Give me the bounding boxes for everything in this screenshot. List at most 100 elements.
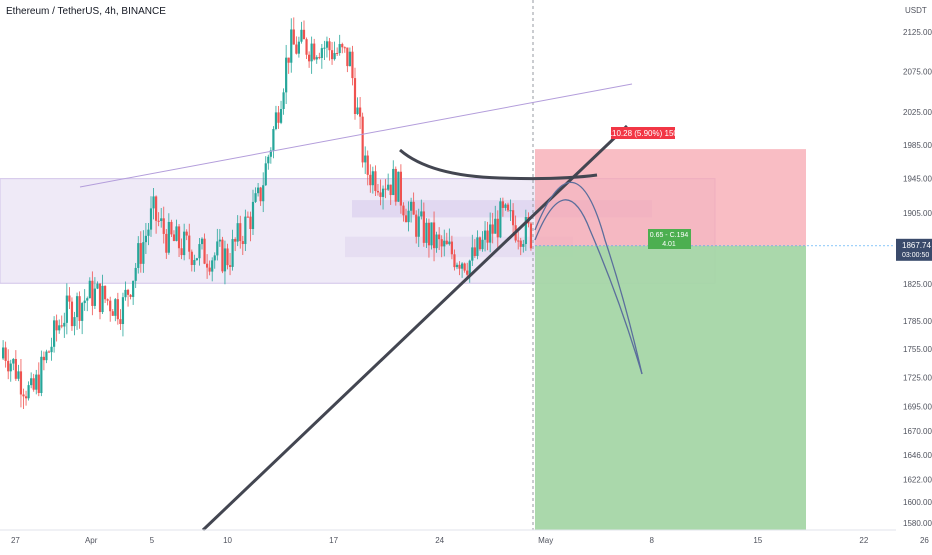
candle-body: [75, 296, 79, 318]
x-tick-label: 15: [753, 536, 762, 545]
candle-body: [254, 193, 257, 202]
candle-body: [300, 29, 303, 42]
projection-path-1: [534, 181, 643, 375]
candle-body: [83, 300, 86, 304]
candle-body: [295, 44, 298, 54]
candle-body: [481, 239, 484, 250]
candle-body: [425, 222, 428, 243]
candle-body: [506, 204, 510, 211]
candle-body: [381, 188, 385, 197]
candle-body: [496, 218, 499, 238]
candle-body: [262, 185, 265, 202]
candle-body: [65, 295, 68, 323]
candle-body: [203, 238, 206, 264]
candle-body: [461, 263, 464, 269]
candle-body: [512, 210, 515, 226]
candle-body: [392, 168, 395, 196]
candle-body: [427, 222, 431, 246]
candle-body: [404, 215, 408, 223]
candle-body: [119, 319, 122, 325]
y-tick-label: 2025.00: [903, 108, 932, 117]
candle-body: [19, 371, 23, 395]
candle-body: [249, 216, 252, 230]
candle-body: [223, 248, 227, 272]
candle-body: [190, 251, 193, 265]
candle-body: [264, 163, 267, 186]
candle-body: [325, 41, 329, 48]
candle-body: [7, 360, 10, 372]
candle-body: [9, 363, 12, 372]
candle-body: [343, 47, 346, 49]
candle-body: [58, 325, 61, 331]
candle-body: [73, 317, 76, 327]
stop-label: 110.28 (5.90%) 150: [608, 129, 678, 138]
candle-body: [241, 241, 244, 245]
candle-body: [32, 378, 35, 390]
candle-body: [195, 258, 198, 261]
candle-body: [313, 43, 316, 60]
candle-body: [353, 78, 357, 115]
x-tick-label: May: [538, 536, 553, 545]
candle-body: [111, 311, 114, 316]
candle-body: [417, 216, 420, 237]
candle-body: [359, 107, 362, 117]
candle-body: [394, 168, 397, 202]
y-tick-label: 1945.00: [903, 175, 932, 184]
candle-body: [86, 298, 89, 301]
candle-body: [432, 222, 436, 249]
candle-body: [463, 263, 466, 271]
candle-body: [274, 112, 278, 130]
candle-body: [149, 208, 153, 230]
rounding-pattern: [399, 148, 598, 181]
candle-body: [104, 285, 107, 300]
candle-body: [208, 267, 211, 272]
candle-body: [12, 358, 15, 364]
candle-body: [448, 241, 451, 245]
candle-body: [402, 205, 405, 216]
candle-body: [410, 201, 413, 211]
candle-body: [78, 296, 81, 321]
candle-body: [206, 263, 209, 268]
candle-body: [167, 221, 170, 253]
last-price-value: 1867.74: [902, 241, 931, 250]
x-tick-label: 22: [859, 536, 868, 545]
price-axis[interactable]: [896, 0, 932, 550]
target-label-line2: 4.01: [662, 241, 676, 248]
candle-body: [351, 51, 354, 79]
candle-body: [53, 320, 56, 347]
candle-body: [366, 155, 369, 175]
candle-body: [211, 260, 214, 272]
candle-body: [226, 248, 229, 266]
candle-body: [330, 50, 334, 60]
candle-body: [213, 255, 216, 261]
candle-body: [50, 346, 53, 353]
candle-body: [165, 233, 168, 253]
x-tick-label: 27: [11, 536, 20, 545]
candle-body: [302, 29, 306, 40]
y-tick-label: 1755.00: [903, 345, 932, 354]
candle-body: [267, 156, 270, 164]
x-tick-label: 10: [223, 536, 232, 545]
candle-body: [37, 374, 40, 393]
candle-body: [341, 44, 344, 48]
candle-body: [389, 184, 392, 196]
x-tick-label: 5: [150, 536, 155, 545]
candle-body: [519, 240, 522, 247]
candle-body: [504, 204, 507, 208]
candle-body: [180, 248, 183, 256]
candle-body: [522, 244, 525, 247]
candle-body: [124, 289, 127, 298]
support-trendline: [201, 124, 629, 532]
y-tick-label: 2125.00: [903, 28, 932, 37]
candle-body: [529, 223, 533, 249]
projection-path-2: [534, 199, 643, 375]
candle-body: [60, 325, 63, 327]
candle-body: [47, 351, 51, 353]
candle-body: [384, 188, 387, 190]
y-tick-label: 1670.00: [903, 427, 932, 436]
candle-body: [336, 52, 339, 54]
candle-body: [185, 231, 188, 236]
x-tick-label: 26: [920, 536, 929, 545]
